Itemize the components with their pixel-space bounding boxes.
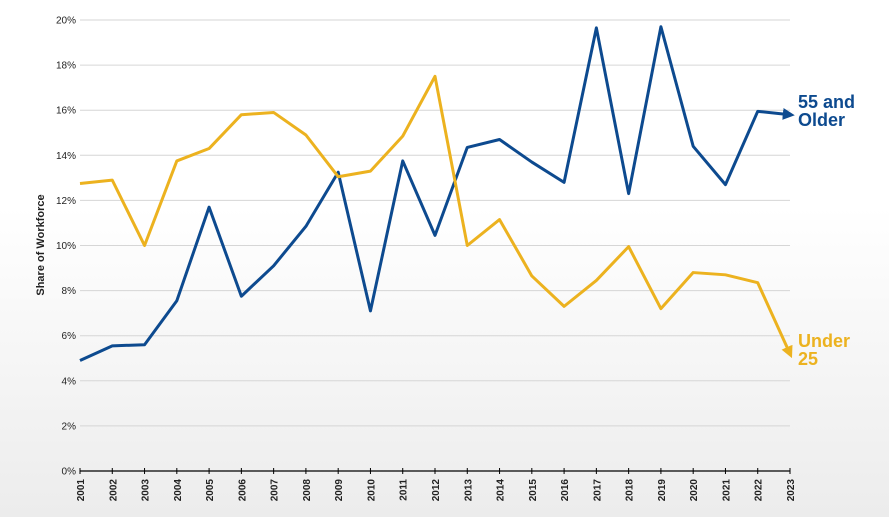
x-tick-label: 2019 [657,479,668,502]
y-tick-label: 2% [62,421,77,432]
y-tick-label: 18% [56,61,76,72]
x-tick-label: 2006 [237,479,248,502]
x-tick-label: 2014 [496,479,507,502]
x-tick-label: 2013 [463,479,474,502]
x-tick-label: 2005 [205,479,216,502]
x-tick-label: 2018 [625,479,636,502]
y-axis-label: Share of Workforce [35,194,47,295]
x-tick-label: 2022 [754,479,765,502]
x-tick-label: 2001 [76,479,87,502]
y-tick-label: 16% [56,106,76,117]
y-tick-label: 0% [62,467,77,478]
y-tick-label: 4% [62,376,77,387]
y-tick-label: 10% [56,241,76,252]
x-tick-label: 2023 [786,479,797,502]
y-tick-label: 6% [62,331,77,342]
series-label: 55 and Older [798,91,856,130]
x-tick-label: 2004 [173,479,184,502]
series-label: Under 25 [798,330,851,369]
x-tick-label: 2017 [592,479,603,502]
x-tick-label: 2012 [431,479,442,502]
y-tick-label: 8% [62,286,77,297]
x-tick-label: 2002 [108,479,119,502]
x-tick-label: 2008 [302,479,313,502]
y-tick-label: 12% [56,196,76,207]
x-tick-label: 2010 [366,479,377,502]
x-tick-label: 2009 [334,479,345,502]
x-tick-label: 2016 [560,479,571,502]
x-tick-label: 2021 [721,479,732,502]
x-tick-label: 2015 [528,479,539,502]
x-tick-label: 2007 [270,479,281,502]
x-tick-label: 2003 [141,479,152,502]
line [79,25,795,362]
y-tick-label: 14% [56,151,76,162]
x-tick-label: 2011 [399,479,410,501]
y-tick-label: 20% [56,16,76,27]
line [79,74,793,359]
x-tick-label: 2020 [689,479,700,502]
